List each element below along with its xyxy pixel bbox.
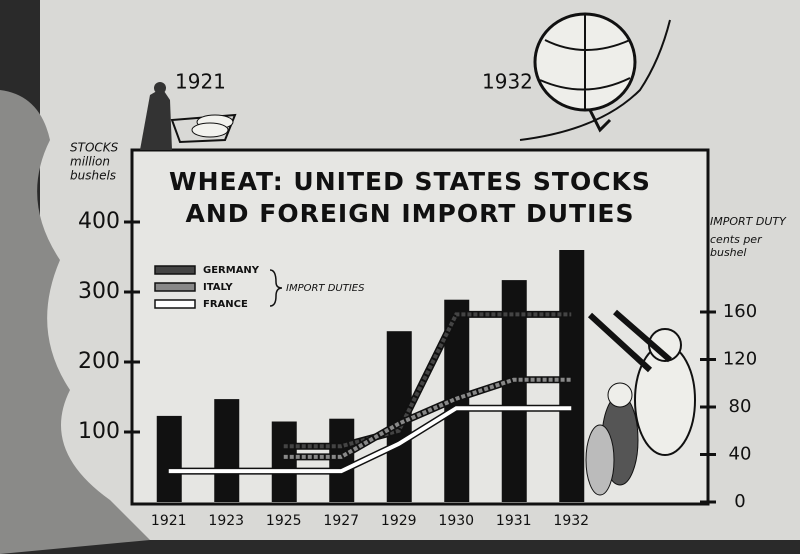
- y-axis-label: STOCKS: [70, 141, 119, 155]
- torn-edge: [0, 90, 150, 554]
- x-tick-label: 1930: [438, 513, 474, 529]
- x-tick-label: 1929: [381, 513, 417, 529]
- legend-swatch: [154, 265, 196, 275]
- y-tick-label: 300: [78, 279, 120, 304]
- legend-annotation: IMPORT DUTIES: [286, 283, 365, 294]
- legend-label: FRANCE: [203, 299, 248, 310]
- bar: [559, 250, 585, 502]
- y2-tick-label: 0: [734, 491, 745, 512]
- x-tick-label: 1921: [151, 513, 187, 529]
- cartoon-label: 1921: [175, 70, 226, 94]
- y-tick-label: 400: [78, 209, 120, 234]
- cartoon-men: [585, 309, 696, 496]
- y-axis-label: bushels: [70, 169, 116, 183]
- y2-tick-label: 40: [729, 444, 752, 465]
- x-tick-label: 1923: [208, 513, 244, 529]
- y-axis-label: million: [70, 155, 110, 169]
- legend-brace: [269, 269, 283, 307]
- x-tick-label: 1927: [323, 513, 359, 529]
- bar: [156, 415, 182, 502]
- legend-label: ITALY: [203, 282, 233, 293]
- legend-swatch: [154, 299, 196, 309]
- y2-tick-label: 80: [729, 396, 752, 417]
- cartoon-1921: [140, 82, 237, 150]
- y2-tick-label: 120: [723, 349, 757, 370]
- legend-swatch: [154, 282, 196, 292]
- legend-label: GERMANY: [203, 265, 260, 276]
- x-tick-label: 1925: [266, 513, 302, 529]
- y2-axis-label: bushel: [710, 246, 746, 259]
- chart-title: WHEAT: UNITED STATES STOCKS AND FOREIGN …: [169, 167, 651, 228]
- y2-axis-label: cents per: [710, 233, 763, 246]
- cartoon-1932: [519, 12, 671, 141]
- y2-tick-label: 160: [723, 301, 757, 322]
- x-tick-label: 1932: [553, 513, 589, 529]
- line-outline: [283, 376, 572, 461]
- cartoon-label: 1932: [482, 70, 533, 94]
- x-tick-label: 1931: [496, 513, 532, 529]
- y-tick-label: 100: [78, 419, 120, 444]
- bar: [214, 399, 240, 502]
- y-tick-label: 200: [78, 349, 120, 374]
- duty-line: [168, 406, 572, 474]
- bar: [271, 421, 297, 502]
- y2-axis-label: IMPORT DUTY: [710, 215, 787, 228]
- duty-line: [283, 312, 572, 449]
